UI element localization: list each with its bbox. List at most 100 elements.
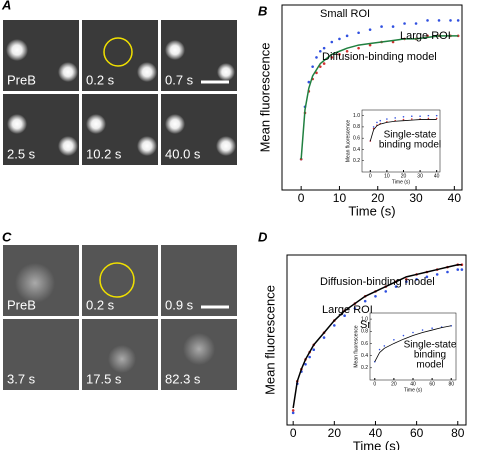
model-curve: [369, 119, 437, 142]
frame-label: 17.5 s: [86, 371, 122, 386]
data-point: [312, 348, 316, 352]
data-point: [318, 49, 322, 53]
data-point: [315, 56, 318, 59]
data-point: [427, 117, 430, 120]
x-tick-label: 0: [290, 426, 297, 440]
data-point: [427, 114, 430, 117]
panel-label: B: [258, 3, 267, 18]
frame-label: 0.2 s: [86, 297, 115, 312]
annotation: binding: [414, 350, 446, 361]
y-tick-label: 1.0: [353, 113, 360, 119]
x-tick-label: 0: [373, 381, 376, 387]
y-tick-label: 0.4: [361, 353, 368, 359]
data-point: [338, 37, 341, 41]
data-point: [394, 117, 396, 119]
data-point: [435, 117, 438, 120]
data-point: [394, 285, 398, 288]
series-label: Small ROI: [320, 8, 370, 20]
data-point: [435, 114, 438, 117]
fluorescent-spot: [7, 114, 27, 134]
data-point: [322, 46, 326, 50]
data-point: [378, 348, 381, 351]
frame-label: 40.0 s: [165, 146, 201, 161]
fluorescent-spot: [58, 62, 78, 82]
x-tick-label: 80: [451, 426, 465, 440]
x-tick-label: 40: [434, 173, 440, 179]
data-point: [456, 268, 460, 271]
data-point: [431, 327, 433, 330]
model-curve: [300, 35, 459, 160]
x-tick-label: 30: [417, 173, 423, 179]
data-point: [368, 28, 372, 31]
annotation: binding model: [379, 140, 441, 151]
data-point: [383, 345, 386, 347]
data-point: [425, 275, 429, 279]
fluorescent-spot: [58, 136, 78, 156]
data-point: [372, 126, 375, 128]
data-point: [412, 331, 414, 334]
data-point: [449, 19, 452, 22]
y-axis-label: Mean fluorescence: [262, 285, 277, 395]
panel-label: C: [2, 229, 12, 244]
image-frame: [161, 245, 237, 316]
data-point: [368, 43, 372, 47]
data-point: [304, 362, 307, 366]
data-point: [345, 34, 349, 38]
data-point: [403, 22, 406, 25]
data-point: [391, 40, 395, 44]
frame-label: PreB: [7, 297, 36, 312]
data-point: [343, 314, 346, 318]
x-tick-label: 20: [401, 173, 407, 179]
data-point: [322, 336, 326, 339]
frame-label: 10.2 s: [86, 146, 122, 161]
plot-frame: [361, 109, 441, 173]
data-point: [402, 118, 405, 121]
frame-label: 2.5 s: [7, 146, 36, 161]
data-point: [456, 19, 460, 22]
y-tick-label: 0.2: [353, 158, 360, 164]
series-label: Large ROI: [400, 30, 451, 42]
fluorescent-spot: [6, 39, 28, 61]
fluorescent-spot: [86, 114, 106, 134]
data-point: [345, 49, 349, 53]
x-tick-label: 0: [369, 173, 372, 179]
y-tick-label: 0.6: [353, 136, 360, 142]
data-point: [435, 273, 439, 276]
x-axis-label: Time (s): [348, 203, 395, 218]
x-tick-label: 20: [371, 191, 385, 205]
data-point: [421, 329, 424, 331]
annotation: Single-state: [404, 340, 457, 351]
data-point: [393, 339, 395, 341]
annotation: Single-state: [384, 130, 437, 141]
y-tick-label: 1.0: [361, 316, 368, 322]
data-point: [311, 65, 314, 68]
data-point: [322, 62, 326, 65]
fluorescent-spot: [15, 263, 55, 303]
y-axis-label: Mean fluorescence: [345, 120, 351, 162]
data-point: [384, 290, 388, 293]
series-label: Large ROI: [322, 304, 373, 316]
x-tick-label: 10: [333, 191, 347, 205]
data-point: [380, 25, 383, 28]
data-point: [353, 307, 357, 310]
data-point: [386, 118, 388, 120]
y-tick-label: 0.2: [361, 365, 368, 371]
data-point: [338, 53, 341, 56]
data-point: [426, 34, 429, 38]
data-point: [402, 334, 405, 337]
fluorescent-spot: [137, 62, 157, 82]
image-frame: [82, 245, 158, 316]
fluorescent-spot: [108, 345, 136, 373]
x-tick-label: 40: [410, 381, 416, 387]
data-point: [391, 25, 395, 28]
data-point: [446, 270, 449, 274]
x-axis-label: Time (s): [392, 179, 410, 185]
y-axis-label: Mean fluorescence: [353, 325, 359, 367]
data-point: [374, 294, 377, 298]
y-tick-label: 0.8: [353, 124, 360, 130]
fluorescent-spot: [216, 136, 236, 156]
frame-label: 0.7 s: [165, 72, 194, 87]
data-point: [414, 22, 418, 25]
fluorescent-spot: [165, 114, 185, 134]
data-point: [376, 121, 378, 124]
